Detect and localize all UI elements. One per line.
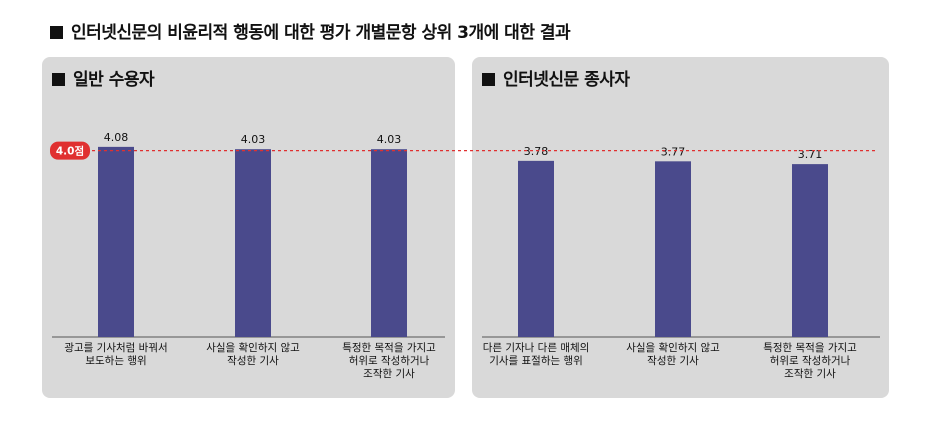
bar <box>235 149 271 337</box>
bar <box>371 149 407 337</box>
panel-title-text: 인터넷신문 종사자 <box>503 70 630 90</box>
bar-value-label: 4.03 <box>377 133 402 146</box>
bar-value-label: 4.03 <box>241 133 266 146</box>
panel-square-icon <box>482 73 495 86</box>
page-title-text: 인터넷신문의 비윤리적 행동에 대한 평가 개별문항 상위 3개에 대한 결과 <box>71 23 571 43</box>
reference-badge <box>50 141 90 160</box>
bar-value-label: 4.08 <box>104 131 129 144</box>
bar <box>518 160 554 337</box>
panel-title-text: 일반 수용자 <box>73 70 155 90</box>
title-square-icon <box>50 26 63 39</box>
bar-value-label: 3.77 <box>661 145 686 158</box>
bar-value-label: 3.71 <box>798 148 823 161</box>
category-label: 특정한 목적을 가지고 허위로 작성하거나 조작한 기사 <box>763 342 857 380</box>
page-title: 인터넷신문의 비윤리적 행동에 대한 평가 개별문항 상위 3개에 대한 결과 <box>50 18 571 43</box>
bar <box>792 164 828 337</box>
reference-label: 4.0점 <box>56 146 84 158</box>
panel-square-icon <box>52 73 65 86</box>
bar <box>655 161 691 337</box>
bar <box>98 146 134 337</box>
category-label: 특정한 목적을 가지고 허위로 작성하거나 조작한 기사 <box>342 342 436 380</box>
category-label: 사실을 확인하지 않고 작성한 기사 <box>206 341 300 367</box>
panel-title-general-audience: 일반 수용자 <box>52 65 155 90</box>
bar-value-label: 3.78 <box>524 145 549 158</box>
category-label: 광고를 기사처럼 바꿔서 보도하는 행위 <box>64 341 167 367</box>
category-label: 다른 기자나 다른 매체의 기사를 표절하는 행위 <box>483 342 590 367</box>
panel-title-internet-news-workers: 인터넷신문 종사자 <box>482 65 630 90</box>
category-label: 사실을 확인하지 않고 작성한 기사 <box>626 341 720 367</box>
